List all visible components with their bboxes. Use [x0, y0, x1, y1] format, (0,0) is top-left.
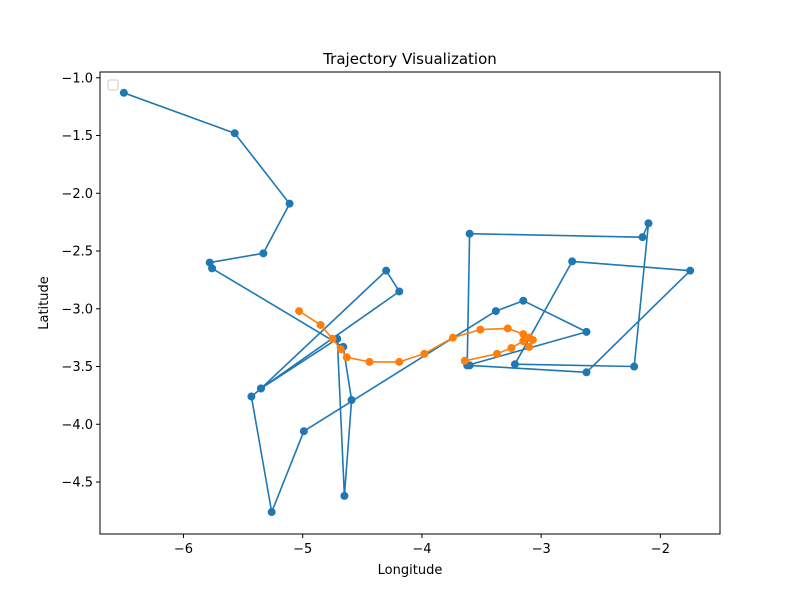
- data-point: [230, 129, 239, 138]
- data-point: [259, 249, 268, 258]
- data-point: [256, 384, 265, 393]
- data-point: [299, 427, 308, 436]
- series-layer: [119, 88, 695, 517]
- data-point: [582, 368, 591, 377]
- data-point: [340, 491, 349, 500]
- legend-box: [107, 79, 119, 91]
- data-point: [208, 264, 217, 273]
- data-point: [460, 356, 469, 365]
- data-point: [582, 327, 591, 336]
- data-point: [365, 357, 374, 366]
- data-point: [347, 396, 356, 405]
- data-point: [285, 199, 294, 208]
- x-tick-label: −6: [174, 542, 193, 557]
- data-point: [295, 307, 304, 316]
- data-point: [316, 320, 325, 329]
- data-point: [630, 362, 639, 371]
- data-point: [568, 257, 577, 266]
- data-point: [519, 330, 528, 339]
- y-tick-label: −3.0: [61, 302, 93, 317]
- x-tick-label: −4: [412, 542, 431, 557]
- data-point: [465, 229, 474, 238]
- y-tick-label: −1.0: [61, 71, 93, 86]
- y-tick-label: −2.0: [61, 187, 93, 202]
- data-point: [507, 344, 516, 353]
- y-tick-label: −4.5: [61, 476, 93, 491]
- data-point: [644, 219, 653, 228]
- data-point: [247, 392, 256, 401]
- data-point: [395, 357, 404, 366]
- data-point: [342, 353, 351, 362]
- data-point: [119, 88, 128, 97]
- y-tick-label: −4.0: [61, 418, 93, 433]
- x-axis-label: Longitude: [378, 563, 443, 578]
- x-tick-label: −3: [532, 542, 551, 557]
- data-point: [686, 266, 695, 275]
- data-point: [493, 349, 502, 358]
- data-point: [525, 342, 534, 351]
- data-point: [382, 266, 391, 275]
- data-point: [328, 334, 337, 343]
- data-point: [638, 233, 647, 242]
- y-tick-label: −3.5: [61, 360, 93, 375]
- y-axis-ticks: −1.0 −1.5 −2.0 −2.5 −3.0 −3.5 −4.0 −4.5: [61, 71, 100, 491]
- data-point: [420, 349, 429, 358]
- series-2: [295, 307, 537, 366]
- data-point: [519, 296, 528, 305]
- data-point: [336, 345, 345, 354]
- data-point: [395, 287, 404, 296]
- chart-title: Trajectory Visualization: [322, 50, 497, 68]
- data-point: [519, 337, 528, 346]
- data-point: [448, 333, 457, 342]
- data-point: [476, 325, 485, 334]
- x-axis-ticks: −6 −5 −4 −3 −2: [174, 534, 670, 557]
- data-point: [503, 324, 512, 333]
- axes-frame: [99, 71, 721, 535]
- y-tick-label: −1.5: [61, 129, 93, 144]
- data-point: [528, 335, 537, 344]
- plot-area: [100, 72, 720, 534]
- data-point: [491, 307, 500, 316]
- data-point: [267, 508, 276, 517]
- data-point: [510, 360, 519, 369]
- x-tick-label: −5: [293, 542, 312, 557]
- y-axis-label: Latitude: [37, 276, 52, 330]
- y-tick-label: −2.5: [61, 245, 93, 260]
- x-tick-label: −2: [651, 542, 670, 557]
